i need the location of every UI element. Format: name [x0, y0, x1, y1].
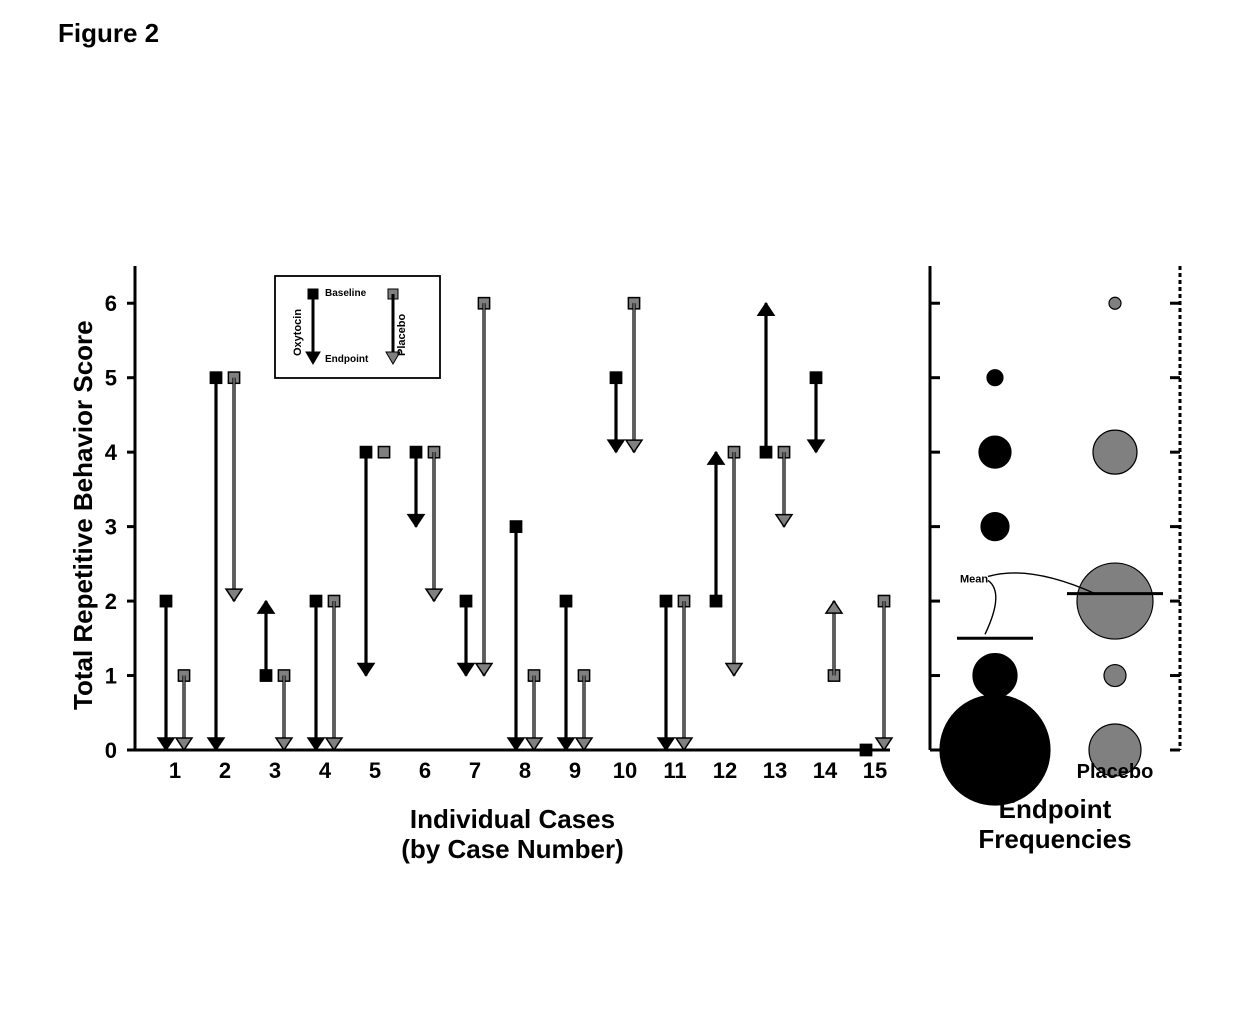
svg-text:2: 2 — [105, 589, 117, 614]
svg-text:4: 4 — [105, 440, 118, 465]
svg-text:4: 4 — [319, 758, 332, 783]
svg-text:6: 6 — [419, 758, 431, 783]
svg-text:13: 13 — [763, 758, 787, 783]
svg-text:Frequencies: Frequencies — [978, 824, 1131, 854]
svg-text:5: 5 — [105, 366, 117, 391]
svg-text:0: 0 — [105, 738, 117, 763]
svg-text:Baseline: Baseline — [325, 288, 367, 299]
chart-svg: 0123456123456789101112131415OxytocinPlac… — [60, 180, 1190, 940]
svg-text:15: 15 — [863, 758, 887, 783]
svg-text:Endpoint: Endpoint — [325, 354, 369, 365]
svg-text:1: 1 — [105, 664, 117, 689]
svg-text:12: 12 — [713, 758, 737, 783]
svg-text:Individual Cases: Individual Cases — [410, 804, 615, 834]
svg-text:(by Case Number): (by Case Number) — [401, 834, 624, 864]
svg-text:3: 3 — [105, 515, 117, 540]
svg-text:1: 1 — [169, 758, 181, 783]
y-axis-label: Total Repetitive Behavior Score — [68, 320, 99, 710]
svg-text:3: 3 — [269, 758, 281, 783]
svg-text:Oxytocin: Oxytocin — [952, 761, 1038, 783]
chart-container: Total Repetitive Behavior Score 01234561… — [60, 180, 1190, 940]
figure-title: Figure 2 — [58, 18, 159, 49]
svg-text:10: 10 — [613, 758, 637, 783]
svg-text:2: 2 — [219, 758, 231, 783]
svg-text:Placebo: Placebo — [396, 314, 408, 356]
page: Figure 2 Total Repetitive Behavior Score… — [0, 0, 1240, 1009]
svg-text:8: 8 — [519, 758, 531, 783]
svg-text:11: 11 — [663, 758, 686, 783]
svg-text:9: 9 — [569, 758, 581, 783]
svg-text:6: 6 — [105, 291, 117, 316]
svg-text:Mean: Mean — [960, 573, 988, 585]
svg-text:14: 14 — [813, 758, 838, 783]
svg-text:Oxytocin: Oxytocin — [292, 309, 304, 356]
svg-text:5: 5 — [369, 758, 381, 783]
svg-text:7: 7 — [469, 758, 481, 783]
svg-text:Endpoint: Endpoint — [999, 794, 1112, 824]
svg-text:Placebo: Placebo — [1077, 761, 1154, 783]
